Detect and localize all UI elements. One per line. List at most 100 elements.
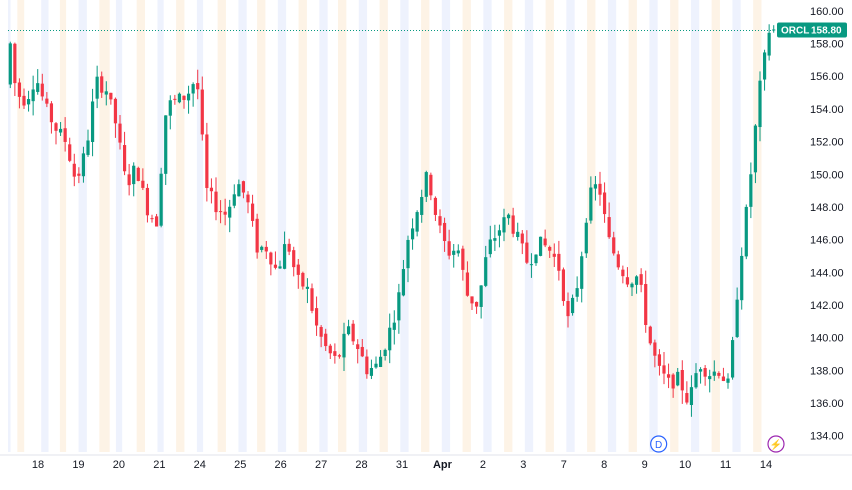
candle[interactable] (488, 225, 492, 258)
candle[interactable] (666, 363, 671, 389)
candle[interactable] (388, 313, 392, 364)
candle[interactable] (292, 246, 296, 277)
earnings-marker[interactable]: ⚡ (767, 435, 785, 453)
candle[interactable] (40, 73, 44, 101)
candle[interactable] (584, 218, 588, 258)
candle[interactable] (749, 162, 753, 219)
candle[interactable] (552, 243, 556, 268)
candle[interactable] (209, 178, 214, 204)
candle[interactable] (447, 229, 451, 260)
candle[interactable] (45, 92, 49, 108)
candle[interactable] (282, 231, 287, 270)
candle[interactable] (17, 78, 22, 109)
candle[interactable] (758, 71, 762, 142)
candle[interactable] (132, 162, 136, 197)
candle[interactable] (621, 265, 625, 284)
candle[interactable] (168, 95, 172, 130)
candle[interactable] (698, 367, 703, 384)
candle[interactable] (369, 359, 374, 380)
candle[interactable] (630, 282, 634, 296)
candle[interactable] (200, 76, 204, 141)
candle[interactable] (54, 122, 58, 145)
candle[interactable] (264, 240, 268, 259)
candle[interactable] (150, 214, 154, 223)
candle[interactable] (438, 209, 442, 234)
candle[interactable] (118, 114, 122, 150)
candle[interactable] (557, 240, 561, 281)
candle[interactable] (22, 88, 26, 109)
candle[interactable] (218, 200, 223, 224)
candle[interactable] (561, 267, 566, 306)
candle[interactable] (767, 24, 771, 61)
candle[interactable] (392, 310, 396, 345)
candle[interactable] (484, 245, 488, 288)
candle[interactable] (735, 287, 739, 338)
candle[interactable] (232, 184, 236, 209)
candle[interactable] (36, 69, 40, 95)
candle[interactable] (730, 336, 735, 380)
candle[interactable] (72, 153, 76, 187)
candles-group[interactable] (8, 24, 776, 417)
candle[interactable] (109, 92, 113, 105)
candle[interactable] (397, 283, 401, 334)
candle[interactable] (159, 167, 163, 228)
candle[interactable] (502, 208, 506, 242)
candle[interactable] (740, 247, 744, 310)
candle[interactable] (593, 176, 598, 201)
candle[interactable] (182, 95, 186, 109)
candle[interactable] (58, 121, 63, 136)
candle[interactable] (287, 238, 291, 256)
candle[interactable] (324, 328, 328, 351)
candle[interactable] (753, 124, 758, 184)
candle[interactable] (228, 199, 232, 233)
candle[interactable] (246, 191, 250, 214)
candle[interactable] (63, 117, 67, 152)
candle[interactable] (461, 245, 465, 281)
candle[interactable] (602, 182, 607, 223)
candle[interactable] (310, 283, 314, 314)
candle[interactable] (676, 367, 680, 387)
candle[interactable] (497, 224, 502, 248)
candle[interactable] (141, 168, 145, 191)
candle[interactable] (762, 49, 767, 91)
candle[interactable] (337, 353, 342, 359)
candle[interactable] (589, 176, 593, 224)
candle[interactable] (525, 230, 529, 265)
candle[interactable] (415, 210, 419, 237)
candle[interactable] (383, 348, 387, 361)
candle[interactable] (543, 229, 547, 248)
candle[interactable] (506, 213, 511, 225)
candle[interactable] (717, 371, 721, 379)
candle[interactable] (465, 261, 470, 297)
candle[interactable] (474, 301, 479, 314)
candle[interactable] (342, 322, 346, 372)
candle[interactable] (452, 243, 456, 268)
candle[interactable] (401, 259, 406, 297)
candle[interactable] (241, 180, 246, 199)
candle[interactable] (420, 189, 424, 223)
candle[interactable] (86, 129, 90, 157)
candle[interactable] (196, 69, 200, 100)
candle[interactable] (255, 213, 259, 259)
candle[interactable] (612, 231, 616, 256)
candle[interactable] (616, 250, 620, 270)
y-axis[interactable]: 134.00 136.00 138.00 140.00 142.00 144.00 146.… (810, 6, 844, 443)
candle[interactable] (205, 122, 209, 202)
candle[interactable] (680, 360, 684, 404)
candle[interactable] (328, 343, 332, 360)
candle[interactable] (493, 224, 497, 251)
candle[interactable] (26, 90, 31, 112)
candle[interactable] (214, 177, 218, 221)
candle[interactable] (639, 268, 643, 293)
candle[interactable] (154, 213, 159, 227)
candle[interactable] (68, 137, 72, 163)
candle[interactable] (319, 325, 323, 348)
candle[interactable] (566, 292, 570, 328)
candle[interactable] (223, 198, 227, 226)
candle[interactable] (671, 373, 675, 398)
candle[interactable] (351, 320, 355, 345)
candle[interactable] (49, 101, 54, 134)
candle[interactable] (250, 194, 255, 227)
